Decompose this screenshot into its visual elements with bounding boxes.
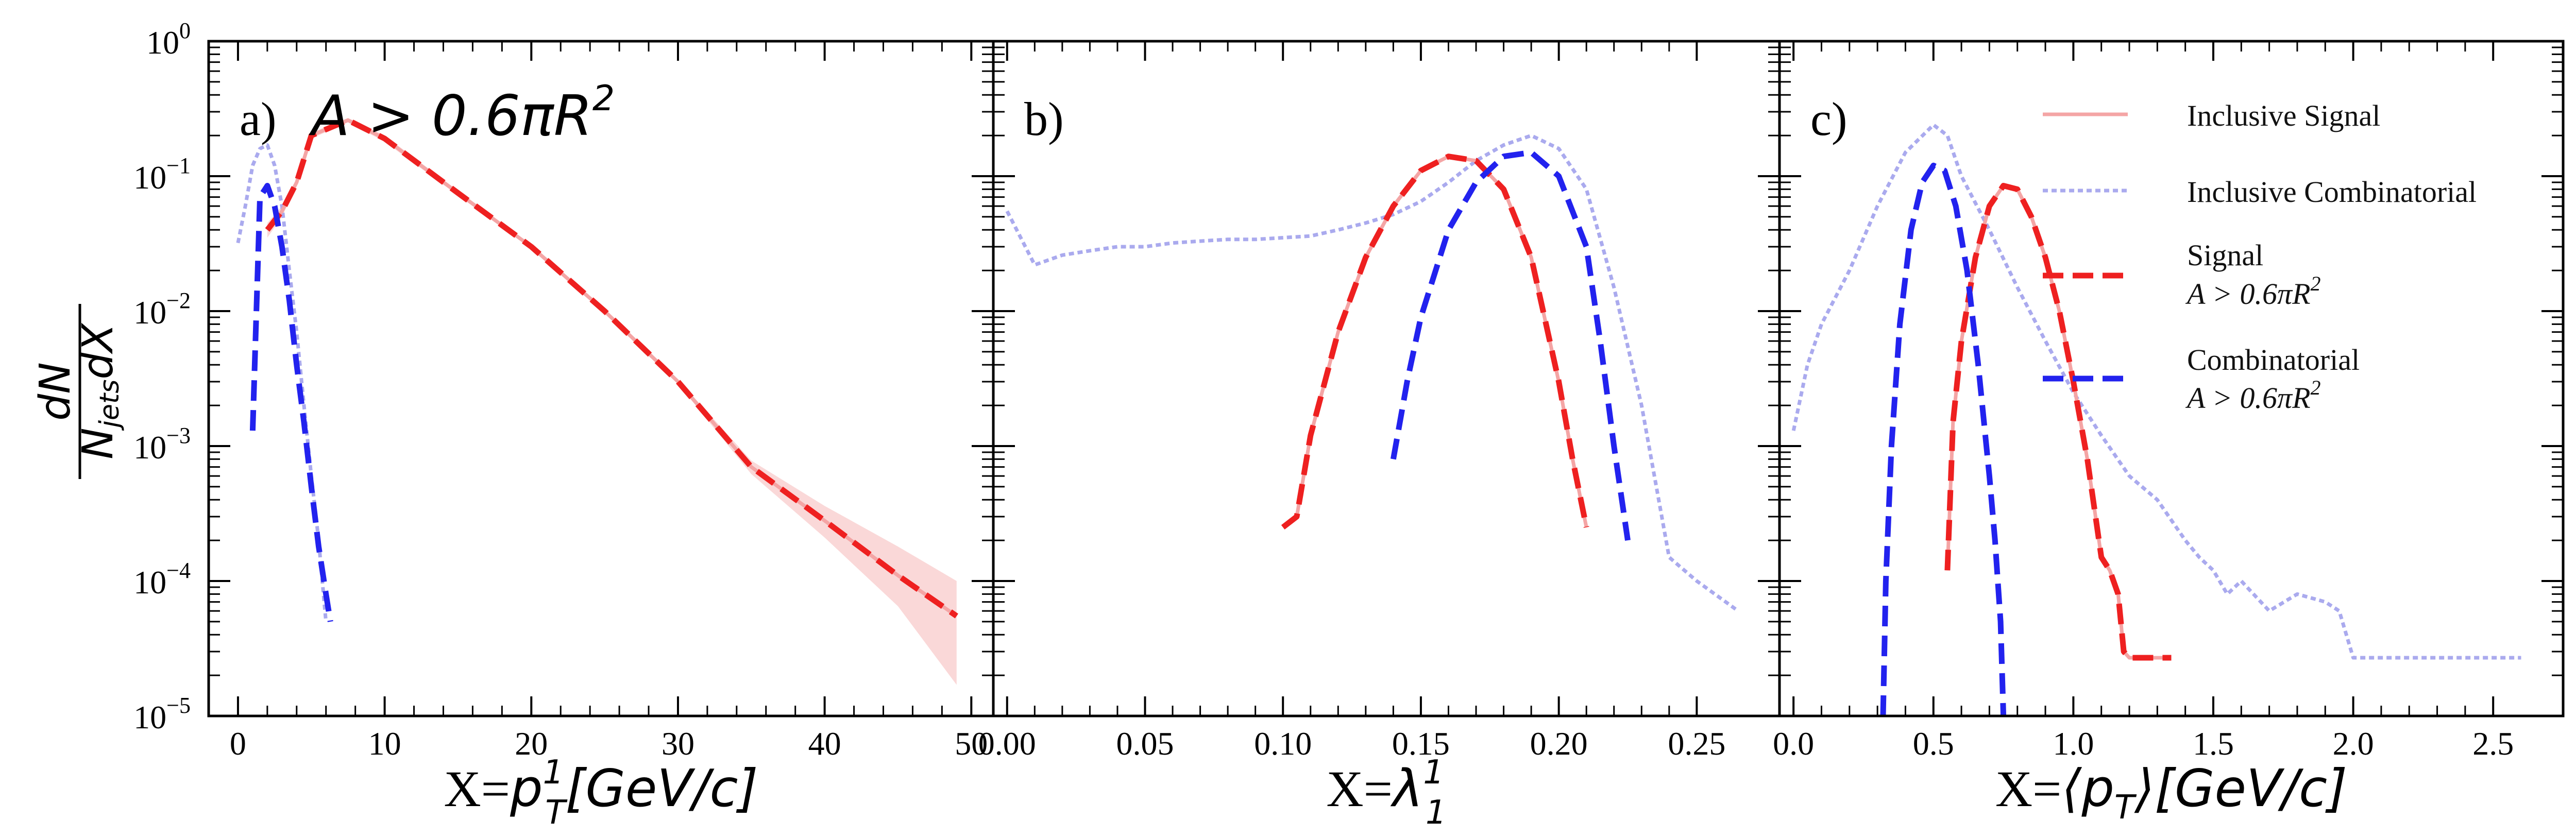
combinatorial-cut-line [1390,149,1631,541]
y-label-numerator: dN [31,362,80,420]
legend-label-signal-cut: A > 0.6πR2 [2185,272,2321,311]
inclusive-signal-line [1945,184,2172,660]
y-axis-label: dN NjetsdX [31,304,125,479]
x-tick-label: 0.20 [1530,725,1588,762]
x-tick-label: 0 [230,725,246,762]
y-tick-label: 10−2 [133,288,191,331]
legend-label-combinatorial: Combinatorial [2187,343,2360,377]
y-tick-label: 10−1 [133,153,191,196]
y-tick-label: 100 [146,18,191,61]
panel-tag: a) [240,93,276,145]
inclusive-signal-line [1282,155,1588,529]
x-tick-label: 40 [808,725,841,762]
panel-2-plot-area [1005,133,1739,612]
x-axis-label: X=⟨pT⟩[GeV/c] [1995,758,2347,827]
panel-1: 0 10 20 30 40 50 a) X=p1 T[GeV/c] [207,40,995,832]
x-tick-label: 0.15 [1392,725,1450,762]
signal-cut-line [265,117,958,619]
x-tick-label: 10 [368,725,401,762]
y-tick-label: 10−5 [133,693,191,736]
panel-1-plot-area [236,117,958,685]
signal-cut-line [1944,183,2172,661]
inclusive-signal-band [267,118,957,685]
x-tick-label: 20 [515,725,548,762]
y-tick-label: 10−4 [133,558,191,601]
x-tick-label: 50 [955,725,988,762]
x-tick-label: 1.5 [2193,725,2234,762]
inclusive-combinatorial-line [1005,133,1739,612]
inclusive-combinatorial-line [1791,123,2521,660]
x-tick-label: 2.5 [2472,725,2514,762]
x-tick-label: 2.0 [2333,725,2374,762]
x-tick-label: 0.0 [1773,725,1814,762]
cut-annotation: A > 0.6πR2 [309,78,615,148]
y-tick-labels: 100 10−1 10−2 10−3 10−4 10−5 [133,18,191,736]
panel-3: 0.0 0.5 1.0 1.5 2.0 2.5 c) X=⟨pT⟩[GeV/c] [1773,40,2565,827]
legend-label-inclusive-signal: Inclusive Signal [2187,99,2380,132]
panel-3-plot-area [1791,123,2521,716]
x-tick-label: 0.00 [978,725,1036,762]
x-tick-label: 1.0 [2053,725,2094,762]
x-tick-label: 0.5 [1913,725,1954,762]
legend: Inclusive Signal Inclusive Combinatorial… [2043,99,2477,415]
legend-label-signal: Signal [2187,238,2263,272]
x-tick-label: 0.25 [1668,725,1725,762]
legend-label-combinatorial-cut: A > 0.6πR2 [2185,376,2321,415]
inclusive-signal-line [266,118,958,618]
inclusive-combinatorial-line [236,143,328,622]
signal-cut-line [1281,153,1589,530]
x-axis-label: X=λ1 1 [1326,754,1446,832]
x-axis-label: X=p1 T[GeV/c] [444,754,758,832]
y-label-denominator: NjetsdX [74,322,125,459]
panel-2: 0.00 0.05 0.10 0.15 0.20 0.25 b) X=λ1 1 [978,40,1781,832]
panel-tag: c) [1810,93,1847,145]
panel-tag: b) [1024,93,1064,145]
panel-3-frame [1778,40,2565,718]
panel-2-frame [992,40,1781,718]
x-tick-label: 0.10 [1254,725,1312,762]
combinatorial-cut-line [249,183,333,622]
legend-label-inclusive-combinatorial: Inclusive Combinatorial [2187,175,2477,209]
y-tick-label: 10−3 [133,423,191,466]
combinatorial-cut-line [1880,162,2007,716]
x-tick-label: 30 [662,725,694,762]
x-tick-label: 0.05 [1116,725,1174,762]
